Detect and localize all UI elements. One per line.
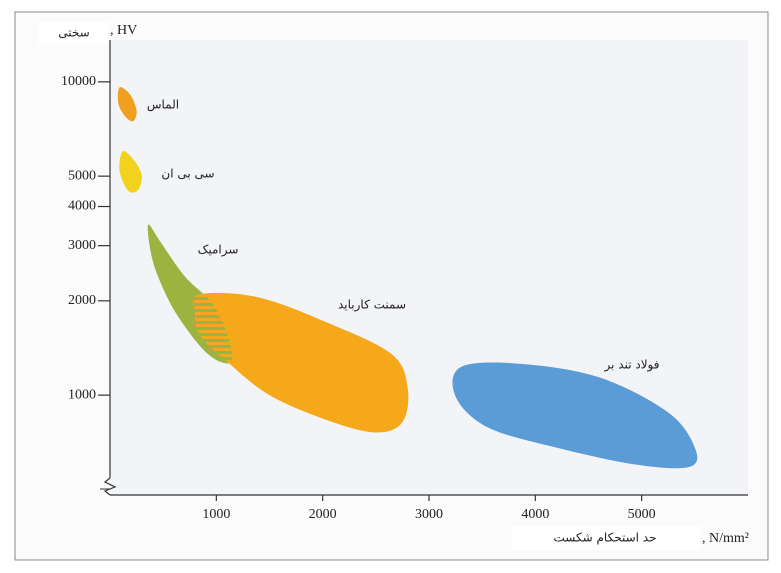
y-tick-label: 3000 <box>68 238 96 253</box>
region-label: سی بی ان <box>161 167 214 181</box>
x-tick-label: 4000 <box>521 507 549 522</box>
y-tick-label: 10000 <box>61 74 96 89</box>
x-unit: , N/mm² <box>702 531 749 546</box>
y-tick-label: 5000 <box>68 168 96 183</box>
region <box>452 362 698 469</box>
y-label-box <box>38 22 108 44</box>
x-label: حد استحکام شکست <box>554 531 657 545</box>
x-tick-label: 5000 <box>628 507 656 522</box>
overlap-hatch <box>193 292 233 364</box>
y-unit: , HV <box>110 23 137 38</box>
y-tick-label: 1000 <box>68 387 96 402</box>
y-tick-label: 2000 <box>68 293 96 308</box>
y-tick-label: 4000 <box>68 199 96 214</box>
x-tick-label: 1000 <box>202 507 230 522</box>
region-label: الماس <box>147 98 179 113</box>
region-label: سمنت کارباید <box>338 298 406 313</box>
x-label-box <box>512 526 700 550</box>
region-label: سرامیک <box>198 243 239 258</box>
x-tick-label: 3000 <box>415 507 443 522</box>
y-label: سختی <box>58 26 89 40</box>
axis-break <box>103 477 117 496</box>
x-tick-label: 2000 <box>309 507 337 522</box>
region <box>193 292 409 433</box>
region <box>117 87 137 122</box>
region <box>119 151 142 193</box>
region-label: فولاد تند بر <box>604 358 660 373</box>
